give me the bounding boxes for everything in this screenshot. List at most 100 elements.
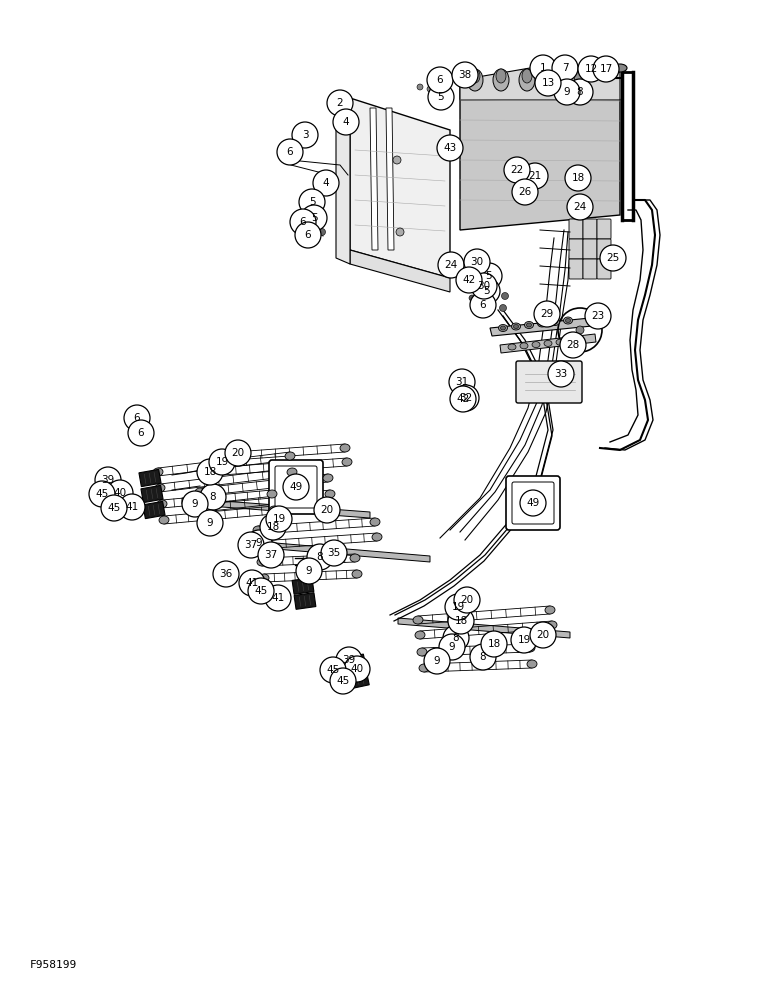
- Circle shape: [443, 81, 449, 87]
- Ellipse shape: [513, 324, 519, 328]
- Circle shape: [450, 386, 476, 412]
- Circle shape: [486, 286, 493, 294]
- Circle shape: [437, 135, 463, 161]
- Text: 28: 28: [567, 340, 580, 350]
- Text: 26: 26: [518, 187, 532, 197]
- Ellipse shape: [267, 490, 277, 498]
- Polygon shape: [386, 108, 394, 250]
- Text: 8: 8: [210, 492, 216, 502]
- Circle shape: [535, 70, 561, 96]
- Circle shape: [128, 420, 154, 446]
- Text: 21: 21: [528, 171, 542, 181]
- Ellipse shape: [342, 458, 352, 466]
- FancyBboxPatch shape: [597, 239, 611, 259]
- Circle shape: [333, 109, 359, 135]
- Text: 5: 5: [309, 197, 315, 207]
- Circle shape: [481, 631, 507, 657]
- Circle shape: [554, 79, 580, 105]
- Text: 37: 37: [264, 550, 278, 560]
- Circle shape: [295, 222, 321, 248]
- Ellipse shape: [325, 490, 335, 498]
- Ellipse shape: [197, 504, 207, 512]
- Ellipse shape: [287, 468, 297, 476]
- Text: 6: 6: [286, 147, 293, 157]
- Text: 18: 18: [455, 616, 468, 626]
- Ellipse shape: [568, 338, 576, 344]
- Text: 4: 4: [323, 178, 330, 188]
- FancyBboxPatch shape: [512, 482, 554, 524]
- Text: 19: 19: [215, 457, 229, 467]
- Ellipse shape: [413, 616, 423, 624]
- Ellipse shape: [520, 343, 528, 349]
- Circle shape: [593, 56, 619, 82]
- Polygon shape: [139, 469, 161, 487]
- Ellipse shape: [285, 452, 295, 460]
- Ellipse shape: [255, 541, 265, 549]
- Text: 17: 17: [599, 64, 613, 74]
- Polygon shape: [490, 318, 592, 336]
- FancyBboxPatch shape: [583, 259, 597, 279]
- Circle shape: [319, 229, 326, 235]
- Text: 19: 19: [452, 602, 465, 612]
- Circle shape: [320, 657, 346, 683]
- Text: 7: 7: [562, 63, 568, 73]
- Circle shape: [95, 467, 121, 493]
- FancyBboxPatch shape: [569, 219, 583, 239]
- Text: 42: 42: [462, 275, 476, 285]
- Text: 18: 18: [203, 467, 217, 477]
- Text: 5: 5: [486, 271, 493, 281]
- Text: F958199: F958199: [30, 960, 77, 970]
- Circle shape: [89, 481, 115, 507]
- Circle shape: [213, 561, 239, 587]
- Ellipse shape: [370, 518, 380, 526]
- Text: 38: 38: [459, 70, 472, 80]
- Ellipse shape: [253, 526, 263, 534]
- Text: 45: 45: [107, 503, 120, 513]
- Text: 18: 18: [571, 173, 584, 183]
- Ellipse shape: [257, 558, 267, 566]
- Circle shape: [317, 217, 323, 224]
- Circle shape: [522, 163, 548, 189]
- Text: 18: 18: [487, 639, 500, 649]
- FancyBboxPatch shape: [569, 259, 583, 279]
- Circle shape: [454, 587, 480, 613]
- Ellipse shape: [500, 326, 506, 330]
- Ellipse shape: [157, 500, 167, 508]
- Circle shape: [246, 530, 272, 556]
- Ellipse shape: [340, 444, 350, 452]
- Ellipse shape: [553, 320, 557, 324]
- Ellipse shape: [259, 574, 269, 582]
- Circle shape: [417, 84, 423, 90]
- Polygon shape: [460, 78, 620, 230]
- Ellipse shape: [217, 467, 227, 475]
- Circle shape: [336, 647, 362, 673]
- Polygon shape: [347, 671, 369, 689]
- Ellipse shape: [419, 664, 429, 672]
- Text: 45: 45: [255, 586, 268, 596]
- Circle shape: [292, 122, 318, 148]
- Ellipse shape: [215, 453, 225, 461]
- Circle shape: [443, 625, 469, 651]
- Circle shape: [470, 292, 496, 318]
- Polygon shape: [143, 501, 165, 519]
- Circle shape: [344, 656, 370, 682]
- Circle shape: [197, 510, 223, 536]
- Circle shape: [567, 79, 593, 105]
- Polygon shape: [336, 92, 350, 264]
- Text: 1: 1: [540, 63, 547, 73]
- Circle shape: [511, 627, 537, 653]
- Circle shape: [567, 194, 593, 220]
- Text: 40: 40: [350, 664, 364, 674]
- Polygon shape: [398, 618, 570, 638]
- Circle shape: [307, 544, 333, 570]
- Circle shape: [548, 361, 574, 387]
- Circle shape: [585, 303, 611, 329]
- FancyBboxPatch shape: [275, 466, 317, 508]
- Circle shape: [449, 369, 475, 395]
- Circle shape: [265, 585, 291, 611]
- Ellipse shape: [467, 69, 483, 91]
- Text: 41: 41: [245, 578, 259, 588]
- Text: 6: 6: [300, 217, 306, 227]
- Circle shape: [534, 301, 560, 327]
- Circle shape: [464, 249, 490, 275]
